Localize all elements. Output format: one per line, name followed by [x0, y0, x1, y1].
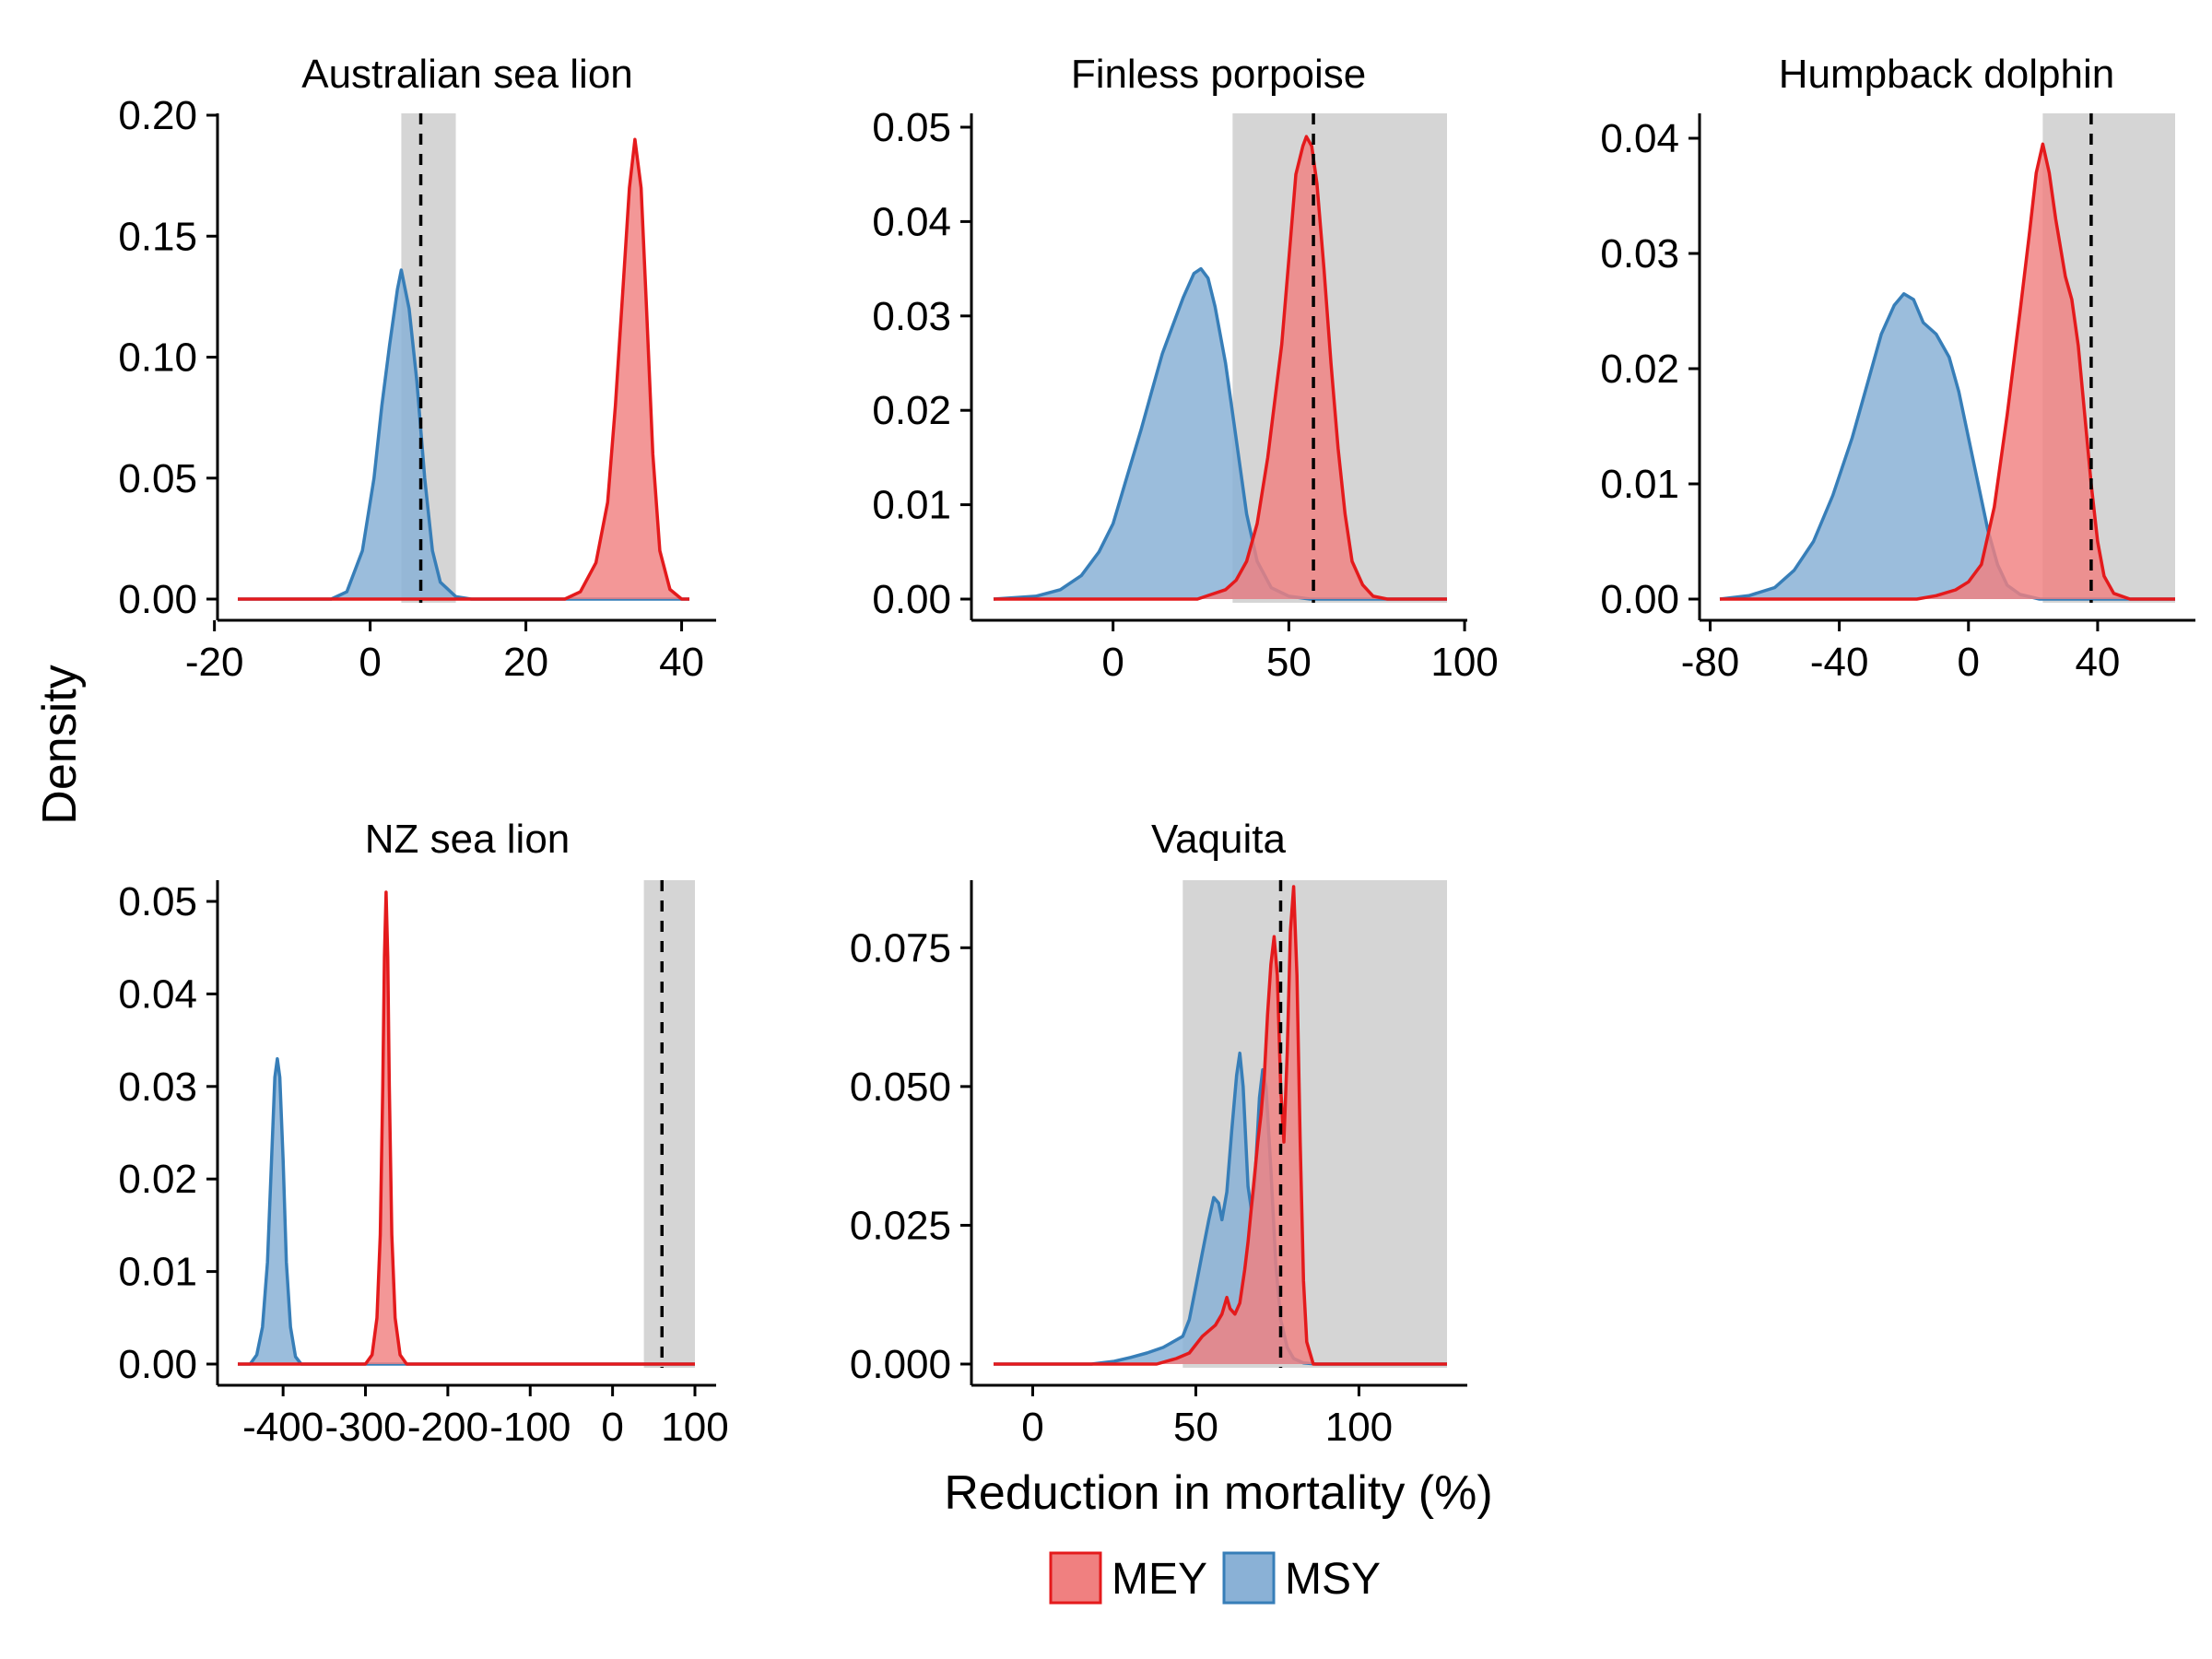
density-line-mey	[238, 890, 695, 1366]
x-tick-label: 100	[1430, 640, 1498, 685]
x-tick-label: -300	[324, 1405, 406, 1450]
reference-band	[643, 880, 695, 1368]
panel-title-humpback-dolphin: Humpback dolphin	[1779, 52, 2114, 97]
legend: MEY MSY	[1049, 1551, 1381, 1605]
x-tick-label: -20	[185, 640, 244, 685]
x-tick-label: 100	[1325, 1405, 1393, 1450]
y-tick-label: 0.05	[118, 456, 197, 501]
y-tick-label: 0.01	[872, 483, 951, 528]
x-tick-label: -100	[489, 1405, 571, 1450]
y-tick-label: 0.00	[872, 577, 951, 622]
density-line-msy	[238, 268, 689, 601]
x-tick-label: 40	[2075, 640, 2120, 685]
y-tick-label: 0.01	[118, 1250, 197, 1295]
legend-key-msy	[1222, 1551, 1276, 1605]
panel-humpback-dolphin: Humpback dolphin 0.00 0.01 0.02 0.03 0.04 -80 -…	[1600, 52, 2195, 685]
y-tick-label: 0.00	[118, 577, 197, 622]
y-tick-label: 0.10	[118, 335, 197, 381]
y-tick-label: 0.02	[118, 1157, 197, 1202]
density-area-mey	[238, 892, 695, 1364]
panel-title-vaquita: Vaquita	[1151, 817, 1286, 862]
y-tick-label: 0.02	[1600, 347, 1679, 392]
density-area-msy	[238, 1058, 695, 1364]
density-line-mey	[994, 135, 1447, 601]
x-tick-label: -40	[1810, 640, 1869, 685]
y-tick-label: 0.05	[872, 105, 951, 150]
y-tick-label: 0.04	[872, 199, 951, 244]
x-tick-label: 100	[661, 1405, 728, 1450]
density-area-msy	[994, 1053, 1447, 1364]
panel-australian-sea-lion: Australian sea lion 0.00 0.05 0.10 0.15 0.20 -…	[118, 52, 716, 685]
x-tick-label: 0	[1958, 640, 1980, 685]
y-tick-label: 0.01	[1600, 462, 1679, 507]
legend-key-mey	[1049, 1551, 1102, 1605]
panel-title-finless-porpoise: Finless porpoise	[1071, 52, 1366, 97]
density-line-msy	[238, 1056, 695, 1366]
x-tick-label: 40	[659, 640, 704, 685]
x-tick-label: 0	[359, 640, 381, 685]
density-area-mey	[238, 139, 689, 600]
x-tick-label: 50	[1173, 1405, 1218, 1450]
density-line-mey	[1720, 142, 2175, 601]
x-tick-label: -400	[242, 1405, 324, 1450]
density-line-mey	[994, 885, 1447, 1366]
x-tick-label: 20	[503, 640, 548, 685]
y-tick-label: 0.03	[872, 294, 951, 339]
x-tick-label: 0	[601, 1405, 623, 1450]
y-tick-label: 0.025	[850, 1203, 951, 1248]
x-tick-label: -200	[407, 1405, 488, 1450]
y-tick-label: 0.00	[118, 1342, 197, 1387]
panel-finless-porpoise: Finless porpoise 0.00 0.01 0.02 0.03 0.04 0.05…	[872, 52, 1498, 685]
y-tick-label: 0.15	[118, 214, 197, 259]
y-tick-label: 0.04	[118, 971, 197, 1017]
x-tick-label: 50	[1266, 640, 1312, 685]
panel-title-nz-sea-lion: NZ sea lion	[365, 817, 571, 862]
density-area-msy	[994, 268, 1447, 599]
y-tick-label: 0.00	[1600, 577, 1679, 622]
panel-title-australian-sea-lion: Australian sea lion	[301, 52, 633, 97]
x-axis-title: Reduction in mortality (%)	[944, 1466, 1492, 1520]
y-tick-label: 0.02	[872, 388, 951, 433]
y-axis-title: Density	[33, 665, 87, 824]
y-tick-label: 0.20	[118, 93, 197, 138]
x-tick-label: -80	[1681, 640, 1740, 685]
panel-nz-sea-lion: NZ sea lion0.000.010.020.030.040.05-400-…	[118, 817, 728, 1450]
y-tick-label: 0.075	[850, 925, 951, 971]
y-tick-label: 0.03	[118, 1065, 197, 1110]
x-tick-label: 0	[1101, 640, 1124, 685]
panel-vaquita: Vaquita 0.000 0.025 0.050 0.075 0 50 100	[850, 817, 1467, 1450]
density-area-mey	[994, 136, 1447, 599]
legend-label-msy: MSY	[1285, 1555, 1381, 1604]
y-tick-label: 0.050	[850, 1065, 951, 1110]
density-line-mey	[238, 137, 689, 601]
legend-label-mey: MEY	[1112, 1555, 1207, 1604]
y-tick-label: 0.04	[1600, 116, 1679, 161]
x-tick-label: 0	[1021, 1405, 1043, 1450]
y-tick-label: 0.03	[1600, 231, 1679, 276]
density-area-msy	[1720, 293, 2175, 599]
y-tick-label: 0.05	[118, 879, 197, 924]
y-tick-label: 0.000	[850, 1342, 951, 1387]
